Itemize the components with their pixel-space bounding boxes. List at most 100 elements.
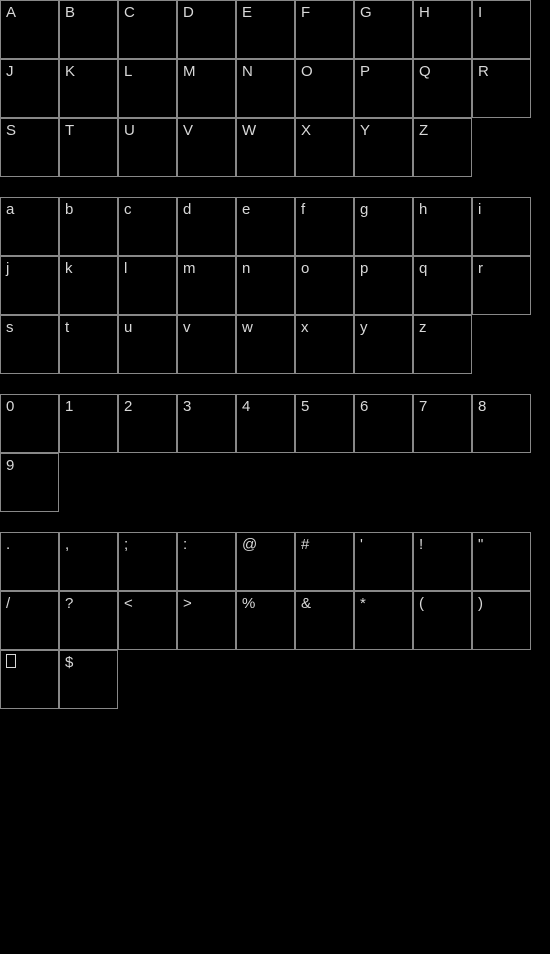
glyph-label: Y: [360, 122, 370, 139]
glyph-cell: ,: [59, 532, 118, 591]
glyph-cell: <: [118, 591, 177, 650]
glyph-cell: g: [354, 197, 413, 256]
glyph-label: y: [360, 319, 368, 336]
glyph-cell: i: [472, 197, 531, 256]
glyph-label: t: [65, 319, 69, 336]
glyph-cell: ": [472, 532, 531, 591]
glyph-cell: *: [354, 591, 413, 650]
glyph-cell: u: [118, 315, 177, 374]
glyph-label: !: [419, 536, 423, 553]
glyph-label: n: [242, 260, 250, 277]
glyph-label: 8: [478, 398, 486, 415]
glyph-cell: m: [177, 256, 236, 315]
glyph-cell: $: [59, 650, 118, 709]
glyph-label: V: [183, 122, 193, 139]
glyph-cell: Y: [354, 118, 413, 177]
glyph-label: 1: [65, 398, 73, 415]
glyph-cell: h: [413, 197, 472, 256]
glyph-label: .: [6, 536, 10, 553]
glyph-cell: 0: [0, 394, 59, 453]
glyph-label: U: [124, 122, 135, 139]
glyph-label: d: [183, 201, 191, 218]
glyph-label: 6: [360, 398, 368, 415]
glyph-cell: ;: [118, 532, 177, 591]
glyph-label: L: [124, 63, 132, 80]
glyph-cell: U: [118, 118, 177, 177]
glyph-cell: O: [295, 59, 354, 118]
glyph-cell: k: [59, 256, 118, 315]
glyph-cell: N: [236, 59, 295, 118]
glyph-label: q: [419, 260, 427, 277]
glyph-cell: v: [177, 315, 236, 374]
glyph-cell: /: [0, 591, 59, 650]
glyph-cell: I: [472, 0, 531, 59]
glyph-cell: p: [354, 256, 413, 315]
glyph-cell: s: [0, 315, 59, 374]
glyph-label: M: [183, 63, 196, 80]
glyph-label: K: [65, 63, 75, 80]
glyph-cell: H: [413, 0, 472, 59]
glyph-cell: W: [236, 118, 295, 177]
glyph-cell: X: [295, 118, 354, 177]
glyph-cell: l: [118, 256, 177, 315]
glyph-label: I: [478, 4, 482, 21]
glyph-cell: @: [236, 532, 295, 591]
glyph-label: #: [301, 536, 309, 553]
glyph-label: /: [6, 595, 10, 612]
glyph-cell: >: [177, 591, 236, 650]
glyph-label: 7: [419, 398, 427, 415]
glyph-cell: x: [295, 315, 354, 374]
glyph-label: v: [183, 319, 191, 336]
glyph-cell: &: [295, 591, 354, 650]
glyph-label: u: [124, 319, 132, 336]
glyph-label: e: [242, 201, 250, 218]
glyph-label: Z: [419, 122, 428, 139]
glyph-label: A: [6, 4, 16, 21]
glyph-cell: J: [0, 59, 59, 118]
glyph-cell: t: [59, 315, 118, 374]
glyph-label: Q: [419, 63, 431, 80]
glyph-label: 3: [183, 398, 191, 415]
glyph-label: x: [301, 319, 309, 336]
glyph-cell: 3: [177, 394, 236, 453]
glyph-cell: 8: [472, 394, 531, 453]
glyph-section-symbols: .,;:@#'!"/?<>%&*()$: [0, 532, 531, 709]
glyph-section-lowercase: abcdefghijklmnopqrstuvwxyz: [0, 197, 531, 374]
glyph-cell: n: [236, 256, 295, 315]
glyph-cell: e: [236, 197, 295, 256]
glyph-label: (: [419, 595, 424, 612]
glyph-cell: G: [354, 0, 413, 59]
glyph-cell: L: [118, 59, 177, 118]
glyph-label: >: [183, 595, 192, 612]
glyph-cell: q: [413, 256, 472, 315]
glyph-label: z: [419, 319, 427, 336]
glyph-label: ,: [65, 536, 69, 553]
glyph-cell: 2: [118, 394, 177, 453]
glyph-cell: %: [236, 591, 295, 650]
glyph-label: ': [360, 536, 363, 553]
glyph-label: %: [242, 595, 255, 612]
glyph-cell: a: [0, 197, 59, 256]
glyph-label: 2: [124, 398, 132, 415]
glyph-cell: 5: [295, 394, 354, 453]
glyph-label: b: [65, 201, 73, 218]
glyph-label: k: [65, 260, 73, 277]
glyph-label: C: [124, 4, 135, 21]
glyph-label: T: [65, 122, 74, 139]
glyph-label: ": [478, 536, 483, 553]
glyph-cell: z: [413, 315, 472, 374]
glyph-section-uppercase: ABCDEFGHIJKLMNOPQRSTUVWXYZ: [0, 0, 531, 177]
glyph-label: O: [301, 63, 313, 80]
glyph-label: s: [6, 319, 14, 336]
glyph-label: @: [242, 536, 257, 553]
glyph-cell: w: [236, 315, 295, 374]
glyph-label: j: [6, 260, 9, 277]
glyph-cell: f: [295, 197, 354, 256]
glyph-label: S: [6, 122, 16, 139]
glyph-label: c: [124, 201, 132, 218]
glyph-cell: ': [354, 532, 413, 591]
glyph-label: $: [65, 654, 73, 671]
glyph-cell: j: [0, 256, 59, 315]
glyph-label: R: [478, 63, 489, 80]
glyph-label: h: [419, 201, 427, 218]
